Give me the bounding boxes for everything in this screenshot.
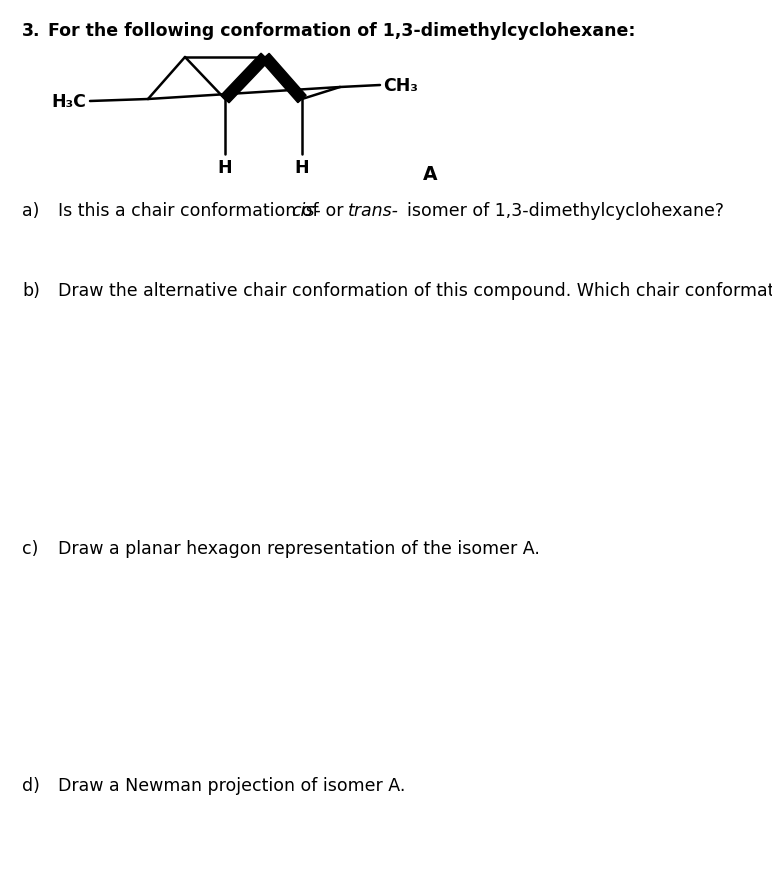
Text: H: H [218, 159, 232, 176]
Text: d): d) [22, 776, 40, 794]
Text: a): a) [22, 202, 39, 220]
Text: or: or [320, 202, 349, 220]
Text: isomer of 1,3-dimethylcyclohexane?: isomer of 1,3-dimethylcyclohexane? [396, 202, 724, 220]
Text: CH₃: CH₃ [383, 77, 418, 95]
Text: Draw a Newman projection of isomer A.: Draw a Newman projection of isomer A. [58, 776, 405, 794]
Polygon shape [221, 54, 269, 103]
Text: cis-: cis- [291, 202, 320, 220]
Text: Draw the alternative chair conformation of this compound. Which chair conformati: Draw the alternative chair conformation … [58, 282, 772, 300]
Text: Draw a planar hexagon representation of the isomer A.: Draw a planar hexagon representation of … [58, 540, 540, 557]
Text: Is this a chair conformation of: Is this a chair conformation of [58, 202, 324, 220]
Text: b): b) [22, 282, 40, 300]
Text: trans-: trans- [348, 202, 399, 220]
Text: H: H [295, 159, 310, 176]
Polygon shape [261, 54, 306, 103]
Text: 3.: 3. [22, 22, 40, 40]
Text: c): c) [22, 540, 39, 557]
Text: A: A [423, 165, 437, 183]
Text: For the following conformation of 1,3-dimethylcyclohexane:: For the following conformation of 1,3-di… [48, 22, 635, 40]
Text: H₃C: H₃C [51, 93, 86, 111]
